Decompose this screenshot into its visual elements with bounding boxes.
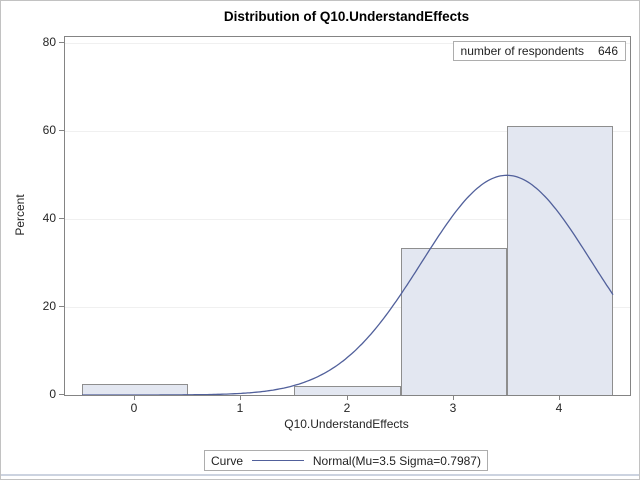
inset-label: number of respondents: [460, 44, 584, 58]
gridline: [65, 307, 630, 308]
normal-curve: [82, 174, 614, 395]
normal-curve-line: [82, 174, 614, 395]
x-tick: [134, 395, 135, 400]
chart-title: Distribution of Q10.UnderstandEffects: [223, 9, 470, 24]
y-tick-label: 0: [49, 387, 56, 401]
legend-line-swatch: [251, 459, 304, 462]
legend-box: Curve Normal(Mu=3.5 Sigma=0.7987): [204, 450, 488, 471]
plot-area: number of respondents 646: [64, 36, 631, 396]
histogram-bar: [400, 248, 507, 395]
x-tick: [559, 395, 560, 400]
y-tick: [59, 306, 64, 307]
gridline: [65, 43, 630, 45]
gridline: [65, 219, 630, 221]
y-tick: [59, 394, 64, 395]
inset-box: number of respondents 646: [452, 41, 626, 61]
legend-label: Curve: [211, 453, 244, 468]
y-tick-label: 80: [42, 35, 56, 49]
x-axis-title: Q10.UnderstandEffects: [284, 417, 409, 431]
y-axis-title: Percent: [13, 194, 27, 236]
x-tick-label: 3: [449, 401, 457, 415]
y-tick: [59, 218, 64, 219]
x-tick: [453, 395, 454, 400]
x-tick-label: 1: [236, 401, 244, 415]
inset-value: 646: [597, 44, 618, 58]
x-tick-label: 2: [343, 401, 351, 415]
y-tick-label: 20: [42, 299, 56, 313]
legend-entry: Normal(Mu=3.5 Sigma=0.7987): [312, 453, 481, 468]
y-tick: [59, 130, 64, 131]
x-tick: [347, 395, 348, 400]
histogram-bar: [294, 385, 401, 395]
bottom-rule: [1, 474, 639, 476]
x-tick: [240, 395, 241, 400]
x-tick-label: 0: [130, 401, 138, 415]
x-tick-label: 4: [555, 401, 563, 415]
gridline: [65, 131, 630, 133]
y-tick-label: 40: [42, 211, 56, 225]
y-tick: [59, 42, 64, 43]
histogram-bar: [506, 126, 613, 395]
y-tick-label: 60: [42, 123, 56, 137]
histogram-bar: [82, 384, 189, 395]
